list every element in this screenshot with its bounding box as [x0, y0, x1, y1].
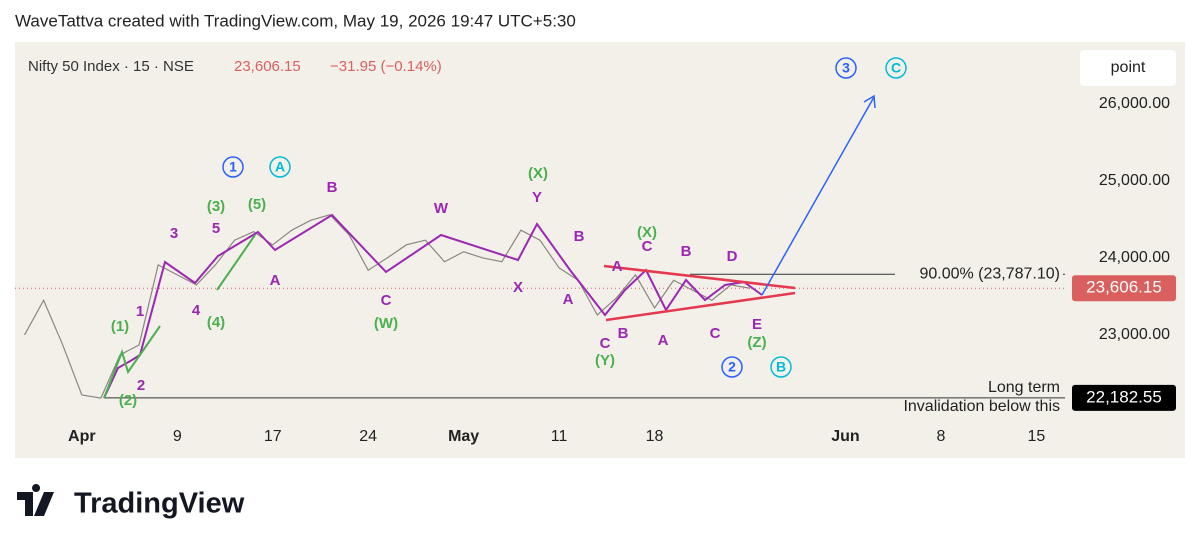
wave-label: (Y) [595, 352, 615, 369]
wave-label: 1 [229, 159, 237, 175]
arrow-head [863, 94, 876, 109]
wave-label: A [563, 291, 574, 308]
price-line [24, 214, 751, 399]
unit-box [1080, 50, 1176, 86]
wave-label: 2 [137, 377, 145, 394]
wave-label: (X) [528, 165, 548, 182]
wave-label: (2) [119, 392, 137, 409]
unit-label: point [1111, 59, 1146, 76]
wave-line-green [103, 325, 161, 399]
x-tick-label: 24 [359, 428, 377, 445]
wave-label: A [270, 272, 281, 289]
wave-label: B [327, 179, 338, 196]
symbol: Nifty 50 Index · 15 · NSE [28, 58, 194, 75]
wave-label: B [574, 228, 585, 245]
wave-label: Y [532, 189, 542, 206]
wave-label: 5 [212, 220, 220, 237]
wave-label: (3) [207, 198, 225, 215]
spacer [0, 470, 1, 471]
projection-arrow [761, 96, 875, 296]
wave-label: B [776, 359, 786, 375]
wave-circle [222, 156, 244, 178]
logo-mark [17, 484, 54, 516]
wave-label: B [681, 243, 692, 260]
change: −31.95 (−0.14%) [330, 58, 442, 75]
wave-label: (5) [248, 196, 266, 213]
wave-label: (Z) [747, 334, 766, 351]
wave-label: X [513, 279, 523, 296]
wave-circle [885, 57, 907, 79]
wave-label: A [275, 159, 285, 175]
wave-label: B [618, 325, 629, 342]
triangle-line [603, 264, 796, 290]
x-tick-label: 15 [1027, 428, 1045, 445]
last-price-label: 23,606.15 [1086, 278, 1162, 297]
wave-label: E [752, 316, 762, 333]
wave-line [103, 213, 763, 399]
x-tick-label: Apr [68, 428, 96, 445]
x-tick-label: Jun [831, 428, 859, 445]
x-tick-label: 11 [551, 428, 568, 445]
wave-label: W [434, 200, 449, 217]
wave-label: D [727, 248, 738, 265]
wave-label: 4 [192, 302, 201, 319]
logo: TradingView [17, 484, 245, 520]
support-label: 22,182.55 [1086, 387, 1162, 406]
credit: WaveTattva created with TradingView.com,… [15, 11, 576, 30]
wave-label: 1 [136, 303, 144, 320]
wave-label: C [710, 325, 721, 342]
y-tick-label: 25,000.00 [1099, 172, 1170, 189]
plot-bg [15, 42, 1185, 458]
logo-text: TradingView [74, 488, 245, 520]
support-note: Invalidation below this [903, 398, 1060, 415]
x-tick-label: 18 [646, 428, 664, 445]
x-tick-label: 9 [173, 428, 182, 445]
wave-circle [269, 156, 291, 178]
wave-circle [835, 57, 857, 79]
wave-circle [770, 356, 792, 378]
wave-label: 3 [170, 225, 178, 242]
header-price: 23,606.15 [234, 58, 301, 75]
wave-label: (W) [374, 315, 398, 332]
wave-label: (X) [637, 224, 657, 241]
wave-label: C [381, 292, 392, 309]
y-tick-label: 24,000.00 [1099, 249, 1170, 266]
fib-label-bg [895, 264, 1063, 285]
y-tick-label: 26,000.00 [1099, 95, 1170, 112]
x-tick-label: May [448, 428, 479, 445]
wave-label: C [642, 238, 653, 255]
y-tick-label: 23,000.00 [1099, 326, 1170, 343]
wave-label: C [891, 60, 901, 76]
wave-label: (4) [207, 314, 225, 331]
wave-label: A [658, 332, 669, 349]
x-tick-label: 8 [936, 428, 945, 445]
wave-line-green [216, 234, 256, 291]
wave-label: 3 [842, 60, 850, 76]
wave-label: (1) [111, 318, 129, 335]
wave-label: 2 [728, 359, 736, 375]
x-tick-label: 17 [264, 428, 282, 445]
support-note: Long term [988, 379, 1060, 396]
fib-label: 90.00% (23,787.10) [919, 266, 1060, 283]
wave-circle [721, 356, 743, 378]
wave-label: A [612, 258, 623, 275]
last-price-box [1072, 275, 1176, 302]
wave-label: C [600, 335, 611, 352]
triangle-line [605, 291, 796, 322]
support-box [1072, 384, 1176, 411]
